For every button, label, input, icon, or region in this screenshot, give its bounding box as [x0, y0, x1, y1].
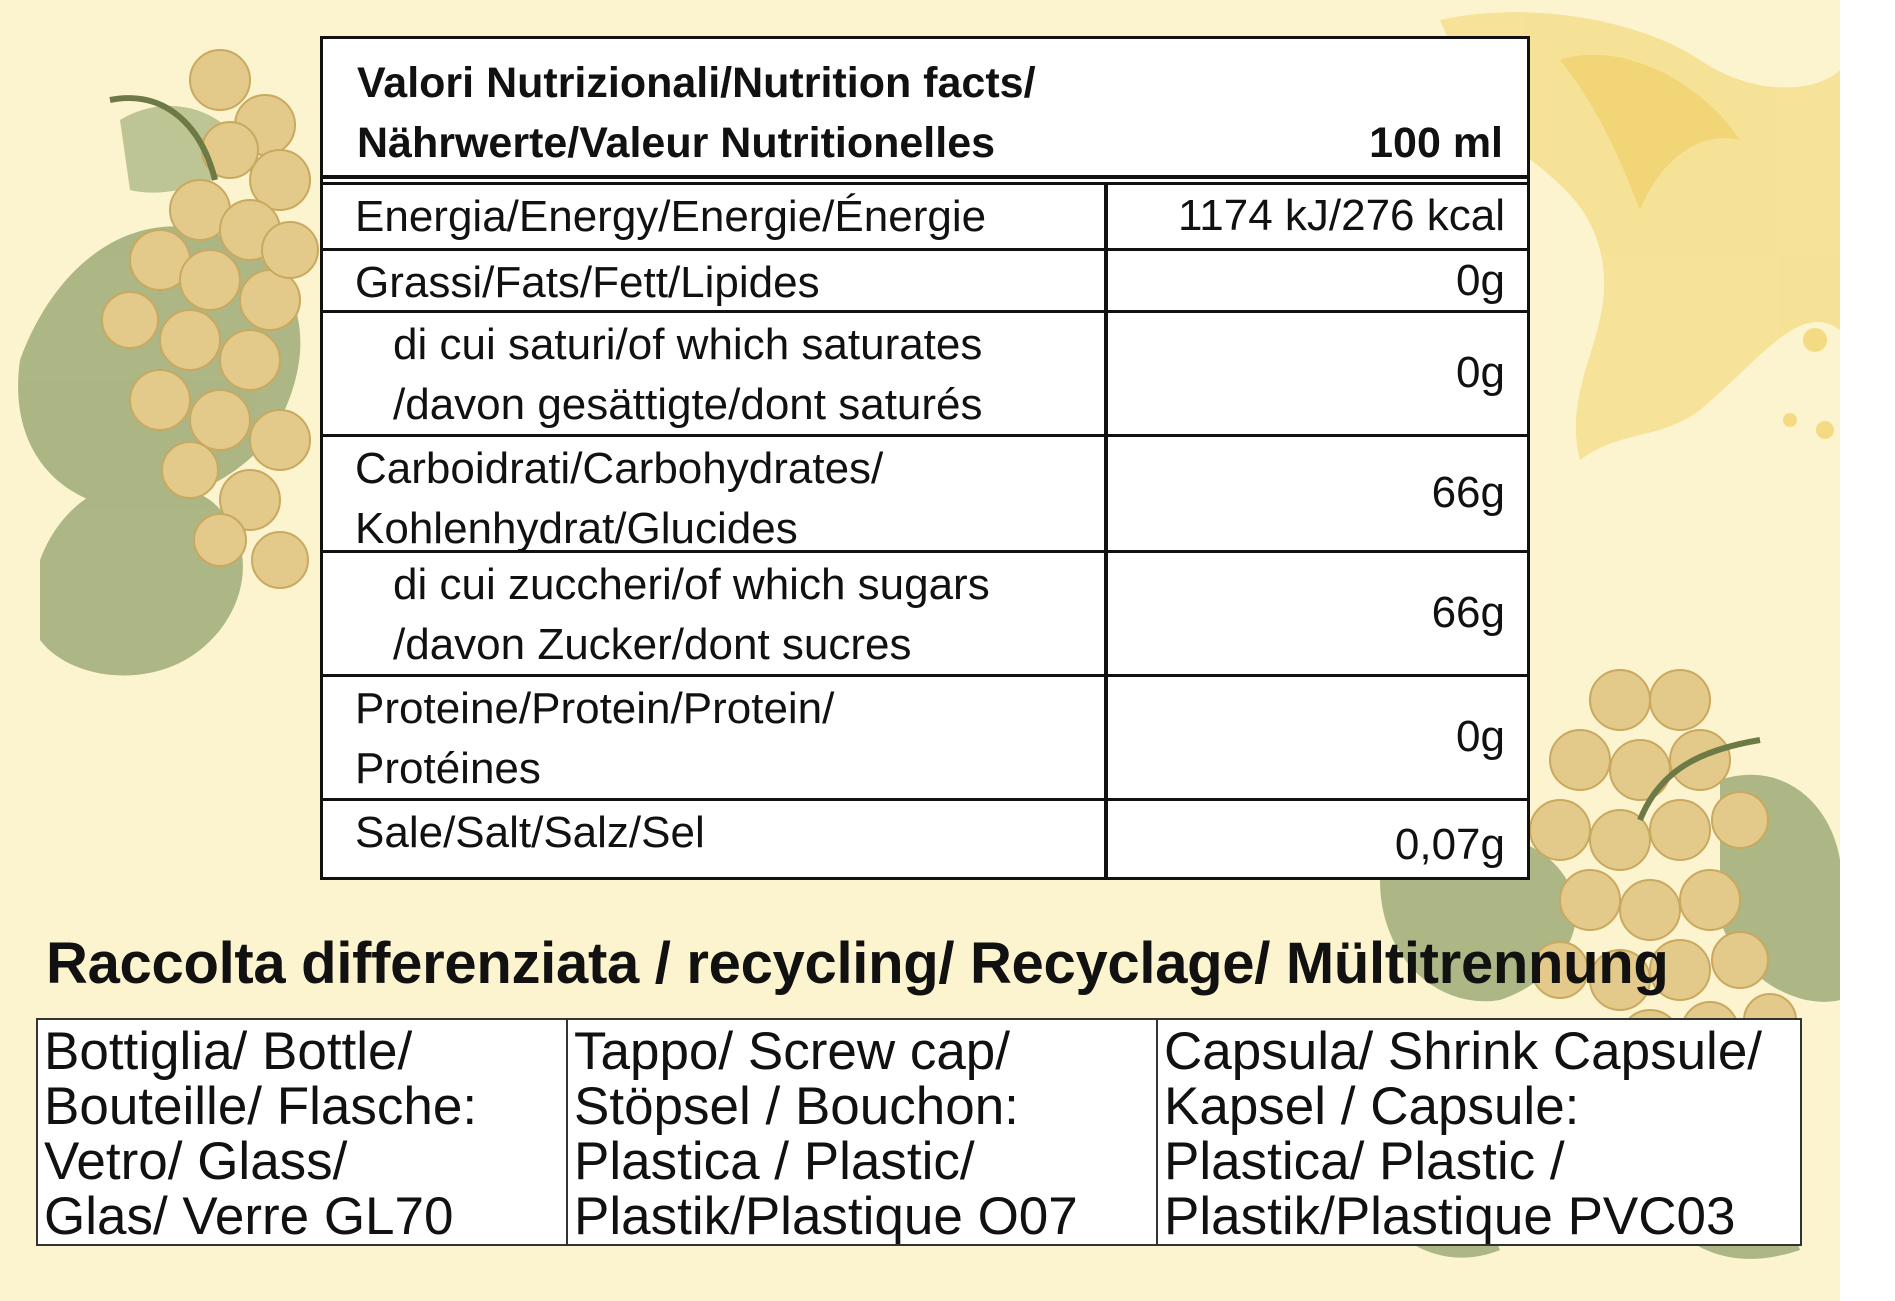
recycling-line: Kapsel / Capsule: — [1164, 1077, 1580, 1136]
nutrient-value: 0g — [1108, 251, 1527, 310]
nutrition-row-carbohydrates: Carboidrati/Carbohydrates/ Kohlenhydrat/… — [323, 437, 1527, 553]
nutrition-row-energy: Energia/Energy/Energie/Énergie 1174 kJ/2… — [323, 185, 1527, 251]
recycling-line: Capsula/ Shrink Capsule/ — [1164, 1022, 1763, 1081]
left-grapes — [101, 49, 319, 589]
recycling-table: Bottiglia/ Bottle/ Bouteille/ Flasche: V… — [36, 1018, 1802, 1246]
nutrition-header: Valori Nutrizionali/Nutrition facts/ Näh… — [323, 39, 1527, 179]
nutrient-value-text: 0g — [1456, 347, 1505, 397]
recycling-bottle-cell: Bottiglia/ Bottle/ Bouteille/ Flasche: V… — [38, 1020, 568, 1244]
header-divider — [323, 179, 1527, 185]
recycling-line: Bouteille/ Flasche: — [44, 1077, 478, 1136]
nutrient-value-text: 0g — [1456, 711, 1505, 761]
recycling-line: Plastica/ Plastic / — [1164, 1132, 1565, 1191]
recycling-line: Tappo/ Screw cap/ — [574, 1022, 1011, 1081]
nutrient-name: Grassi/Fats/Fett/Lipides — [323, 251, 1108, 310]
wine-splash — [1440, 12, 1840, 461]
nutrition-row-protein: Proteine/Protein/Protein/ Protéines 0g — [323, 677, 1527, 801]
recycling-capsule-cell: Capsula/ Shrink Capsule/ Kapsel / Capsul… — [1158, 1020, 1800, 1244]
nutrition-title-line1: Valori Nutrizionali/Nutrition facts/ — [357, 59, 1036, 107]
recycling-title: Raccolta differenziata / recycling/ Recy… — [46, 931, 1669, 996]
per-unit-label: 100 ml — [1369, 119, 1503, 167]
nutrient-name-line: Proteine/Protein/Protein/ — [355, 684, 835, 733]
nutrient-name-line: Protéines — [355, 744, 541, 793]
nutrient-name-line: di cui saturi/of which saturates — [393, 320, 983, 369]
recycling-line: Vetro/ Glass/ — [44, 1132, 348, 1191]
nutrient-value-text: 66g — [1431, 587, 1505, 637]
nutrition-table: Valori Nutrizionali/Nutrition facts/ Näh… — [320, 36, 1530, 880]
nutrient-value: 1174 kJ/276 kcal — [1108, 185, 1527, 248]
recycling-line: Glas/ Verre GL70 — [44, 1187, 454, 1244]
nutrient-name-line: Energia/Energy/Energie/Énergie — [355, 192, 987, 241]
nutrient-name-line: di cui zuccheri/of which sugars — [393, 560, 990, 609]
nutrient-name: Proteine/Protein/Protein/ Protéines — [323, 677, 1108, 798]
nutrient-value-text: 0g — [1456, 256, 1505, 305]
nutrient-value: 66g — [1108, 553, 1527, 674]
nutrition-row-sugars: di cui zuccheri/of which sugars /davon Z… — [323, 553, 1527, 677]
nutrition-title-line2: Nährwerte/Valeur Nutritionelles — [357, 119, 996, 167]
nutrient-name: di cui zuccheri/of which sugars /davon Z… — [323, 553, 1108, 674]
nutrient-value: 66g — [1108, 437, 1527, 550]
recycling-line: Stöpsel / Bouchon: — [574, 1077, 1019, 1136]
nutrient-value-text: 0,07g — [1394, 820, 1505, 869]
recycling-line: Bottiglia/ Bottle/ — [44, 1022, 413, 1081]
nutrition-row-saturates: di cui saturi/of which saturates /davon … — [323, 313, 1527, 437]
nutrient-name: di cui saturi/of which saturates /davon … — [323, 313, 1108, 434]
nutrient-name: Carboidrati/Carbohydrates/ Kohlenhydrat/… — [323, 437, 1108, 553]
recycling-line: Plastik/Plastique PVC03 — [1164, 1187, 1736, 1244]
nutrient-name-line: /davon Zucker/dont sucres — [393, 620, 912, 669]
nutrient-name: Energia/Energy/Energie/Énergie — [323, 185, 1108, 248]
recycling-cap-cell: Tappo/ Screw cap/ Stöpsel / Bouchon: Pla… — [568, 1020, 1158, 1244]
nutrient-value: 0g — [1108, 677, 1527, 798]
nutrient-name-line: Kohlenhydrat/Glucides — [355, 504, 798, 553]
nutrient-name-line: Grassi/Fats/Fett/Lipides — [355, 258, 820, 307]
nutrient-name-line: Carboidrati/Carbohydrates/ — [355, 444, 884, 493]
nutrient-value-text: 66g — [1431, 467, 1505, 517]
nutrient-name-line: /davon gesättigte/dont saturés — [393, 380, 983, 429]
recycling-line: Plastica / Plastic/ — [574, 1132, 975, 1191]
nutrient-value: 0,07g — [1108, 801, 1527, 877]
nutrient-value: 0g — [1108, 313, 1527, 434]
nutrient-value-text: 1174 kJ/276 kcal — [1178, 190, 1505, 240]
nutrient-name-line: Sale/Salt/Salz/Sel — [355, 808, 705, 857]
nutrition-row-salt: Sale/Salt/Salz/Sel 0,07g — [323, 801, 1527, 877]
nutrition-row-fats: Grassi/Fats/Fett/Lipides 0g — [323, 251, 1527, 313]
nutrient-name: Sale/Salt/Salz/Sel — [323, 801, 1108, 877]
recycling-line: Plastik/Plastique O07 — [574, 1187, 1078, 1244]
label-background: Valori Nutrizionali/Nutrition facts/ Näh… — [0, 0, 1840, 1301]
